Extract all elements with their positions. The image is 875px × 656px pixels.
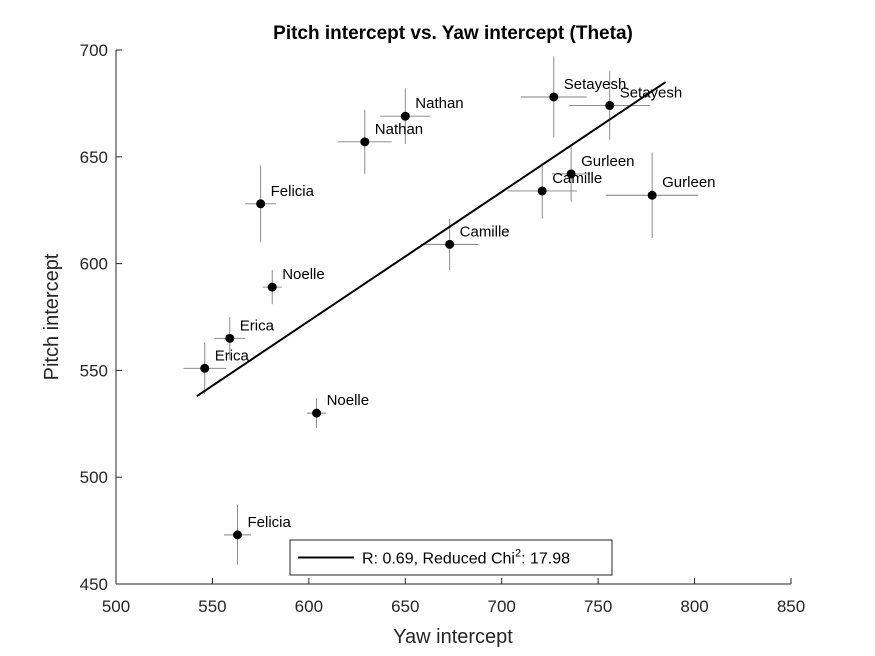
point-label: Erica (240, 317, 275, 334)
data-point (549, 92, 559, 102)
x-tick-label: 550 (198, 597, 226, 616)
x-tick-label: 850 (777, 597, 805, 616)
y-tick-label: 500 (80, 468, 108, 487)
data-point (400, 111, 410, 121)
point-label: Camille (460, 223, 510, 240)
y-tick-label: 450 (80, 575, 108, 594)
point-label: Gurleen (662, 174, 715, 191)
x-tick-label: 600 (295, 597, 323, 616)
point-label: Noelle (282, 266, 325, 283)
point-label: Felicia (271, 183, 315, 200)
data-point (537, 186, 547, 196)
errorbars-layer (183, 56, 699, 565)
data-point (233, 530, 242, 540)
y-tick-label: 600 (80, 255, 108, 274)
point-label: Camille (552, 170, 602, 187)
point-label: Felicia (248, 514, 292, 531)
data-point (647, 190, 657, 200)
x-tick-label: 500 (102, 597, 130, 616)
data-point (566, 169, 576, 179)
y-axis-title: Pitch intercept (41, 253, 63, 380)
point-label: Gurleen (581, 153, 634, 170)
data-point (225, 333, 235, 343)
data-point (200, 363, 210, 373)
point-label: Setayesh (564, 76, 627, 93)
fit-line (196, 81, 667, 397)
legend: R: 0.69, Reduced Chi2: 17.98 (289, 539, 613, 576)
x-tick-label: 750 (584, 597, 612, 616)
data-point (267, 282, 277, 292)
y-tick-label: 650 (80, 148, 108, 167)
chart-title: Pitch intercept vs. Yaw intercept (Theta… (273, 23, 633, 44)
y-tick-label: 700 (80, 41, 108, 60)
point-label: Nathan (415, 95, 463, 112)
point-label: Erica (215, 347, 250, 364)
data-point (360, 137, 370, 147)
x-axis-title: Yaw intercept (393, 626, 513, 648)
y-tick-label: 550 (80, 361, 108, 380)
x-tick-label: 800 (680, 597, 708, 616)
axes-layer: 500 550 600 650 700 750 800 850 450 500 550 600 650 7… (80, 41, 806, 616)
point-label: Setayesh (620, 85, 683, 102)
data-point (256, 199, 266, 209)
legend-entry-text: R: 0.69, Reduced Chi2: 17.98 (362, 548, 570, 568)
data-point (605, 101, 615, 111)
point-label: Noelle (327, 392, 370, 409)
fit-line-layer (196, 81, 667, 397)
point-label: Nathan (375, 121, 423, 138)
data-point (445, 239, 455, 249)
x-tick-label: 700 (488, 597, 516, 616)
x-tick-label: 650 (391, 597, 419, 616)
points-layer (200, 92, 657, 540)
data-point (312, 408, 322, 418)
